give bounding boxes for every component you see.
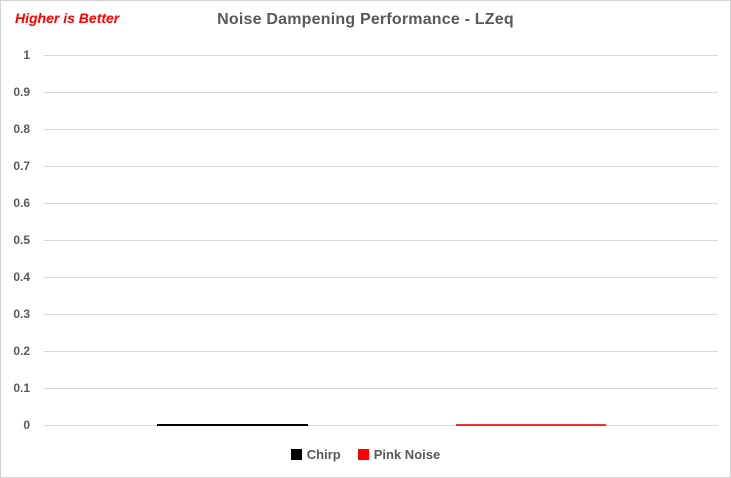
legend: Chirp Pink Noise bbox=[1, 445, 730, 463]
gridline bbox=[44, 314, 718, 315]
legend-item-chirp[interactable]: Chirp bbox=[290, 446, 341, 462]
legend-swatch-icon bbox=[290, 448, 302, 460]
y-axis-tick-label: 0.9 bbox=[13, 85, 30, 99]
legend-item-pink-noise[interactable]: Pink Noise bbox=[357, 446, 441, 462]
y-axis-tick-label: 0 bbox=[23, 418, 30, 432]
gridline bbox=[44, 240, 718, 241]
gridline bbox=[44, 92, 718, 93]
higher-is-better-label: Higher is Better bbox=[15, 10, 120, 26]
legend-swatch-icon bbox=[357, 448, 369, 460]
chart-title: Noise Dampening Performance - LZeq bbox=[217, 11, 514, 28]
y-axis-tick-label: 0.1 bbox=[13, 381, 30, 395]
gridline bbox=[44, 388, 718, 389]
bar-chirp[interactable] bbox=[157, 424, 308, 426]
bar-pink-noise[interactable] bbox=[456, 424, 606, 426]
gridline bbox=[44, 425, 718, 426]
gridline bbox=[44, 55, 718, 56]
gridline bbox=[44, 129, 718, 130]
y-axis-tick-label: 0.5 bbox=[13, 233, 30, 247]
legend-label: Chirp bbox=[306, 446, 341, 462]
y-axis-tick-label: 0.3 bbox=[13, 307, 30, 321]
y-axis-tick-label: 0.6 bbox=[13, 196, 30, 210]
gridline bbox=[44, 203, 718, 204]
y-axis-tick-label: 0.4 bbox=[13, 270, 30, 284]
y-axis-tick-label: 0.7 bbox=[13, 159, 30, 173]
y-axis-tick-label: 0.8 bbox=[13, 122, 30, 136]
y-axis-tick-label: 1 bbox=[23, 48, 30, 62]
gridline bbox=[44, 166, 718, 167]
y-axis-tick-label: 0.2 bbox=[13, 344, 30, 358]
gridline bbox=[44, 277, 718, 278]
legend-label: Pink Noise bbox=[373, 446, 441, 462]
gridline bbox=[44, 351, 718, 352]
